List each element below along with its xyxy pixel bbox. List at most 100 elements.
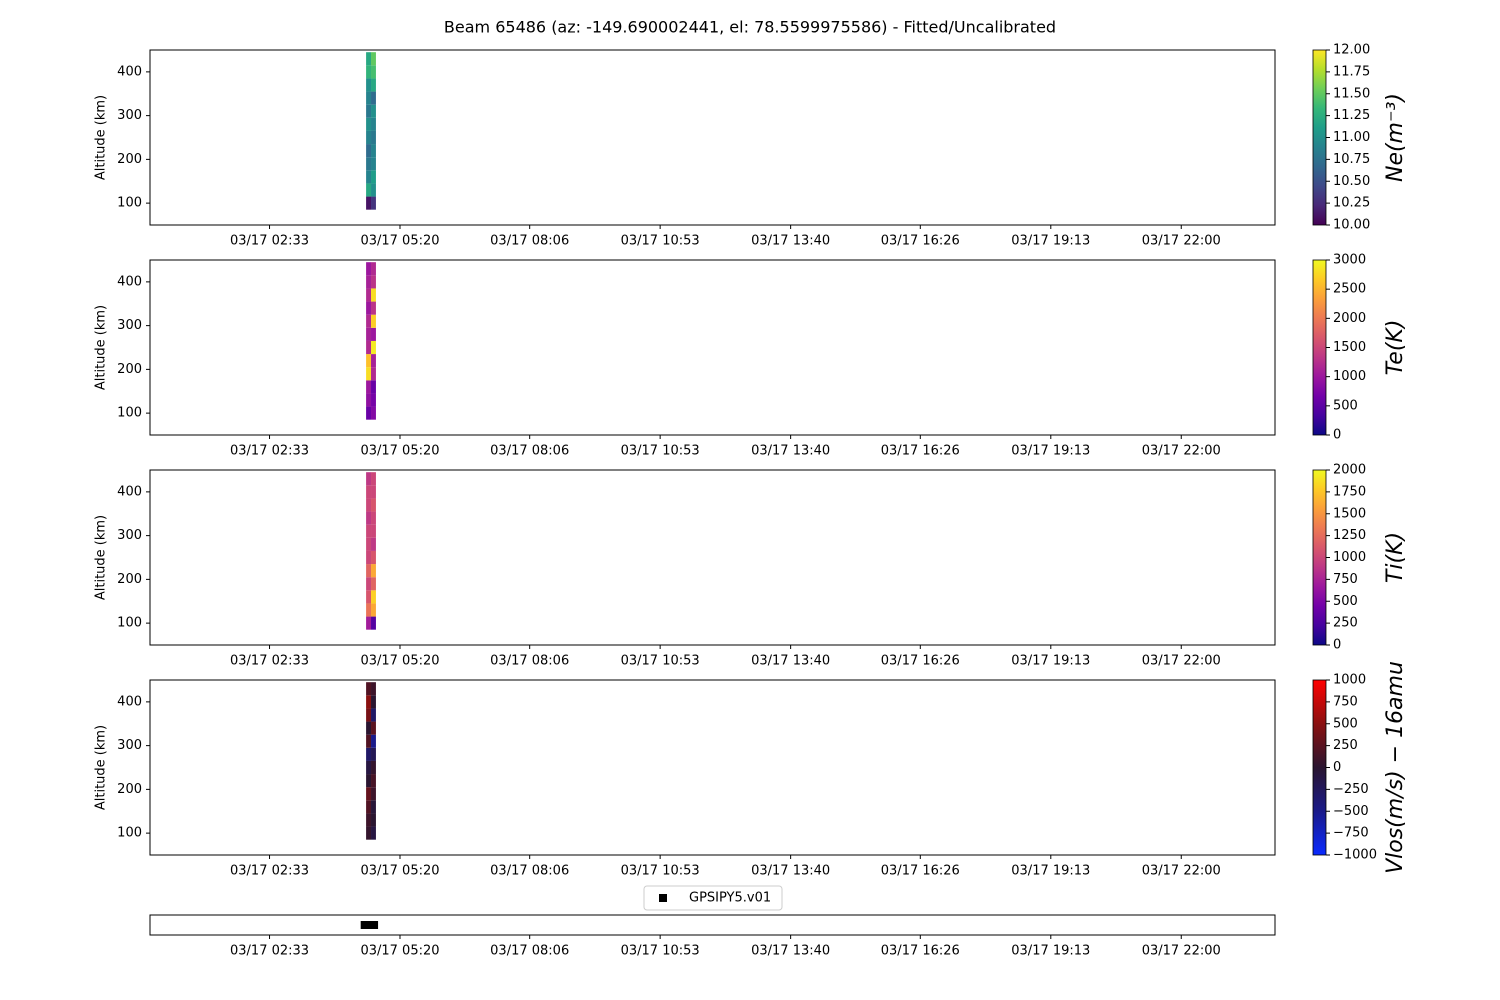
x-tick-label: 03/17 16:26 [881, 944, 960, 959]
y-tick-label: 400 [117, 694, 142, 709]
x-tick-label: 03/17 02:33 [230, 444, 309, 459]
heatmap-cell [366, 288, 372, 302]
heatmap-cell [371, 485, 376, 499]
heatmap-cell [366, 52, 372, 66]
colorbar-tick-label: 500 [1333, 716, 1358, 731]
colorbar-tick-label: 750 [1333, 694, 1358, 709]
heatmap-cell [366, 524, 372, 538]
y-tick-label: 400 [117, 274, 142, 289]
colorbar-tick-label: 10.25 [1333, 196, 1370, 211]
colorbar-tick-label: 1000 [1333, 673, 1366, 688]
heatmap-cell [366, 301, 372, 315]
legend-label: GPSIPY5.v01 [689, 891, 771, 906]
heatmap-cell [366, 367, 372, 381]
y-tick-label: 200 [117, 572, 142, 587]
heatmap-cell [366, 157, 372, 171]
heatmap-cell [371, 472, 376, 486]
x-tick-label: 03/17 13:40 [751, 944, 830, 959]
colorbar-label: Ne(m⁻³) [1383, 93, 1408, 182]
colorbar-tick-label: 500 [1333, 594, 1358, 609]
y-axis-label: Altitude (km) [94, 725, 109, 810]
y-tick-label: 300 [117, 528, 142, 543]
legend-box [643, 885, 783, 911]
y-axis-label: Altitude (km) [94, 305, 109, 390]
colorbar-tick-label: 12.00 [1333, 43, 1370, 58]
heatmap-cell [366, 564, 372, 578]
heatmap-cell [366, 275, 372, 289]
x-tick-label: 03/17 10:53 [621, 234, 700, 249]
heatmap-cell [366, 695, 372, 709]
x-tick-label: 03/17 10:53 [621, 444, 700, 459]
x-tick-label: 03/17 16:26 [881, 444, 960, 459]
heatmap-cell [366, 117, 372, 131]
heatmap-cell [371, 117, 376, 131]
x-tick-label: 03/17 22:00 [1142, 234, 1221, 249]
heatmap-cell [366, 760, 372, 775]
x-tick-label: 03/17 16:26 [881, 234, 960, 249]
x-tick-label: 03/17 10:53 [621, 944, 700, 959]
y-tick-label: 100 [117, 196, 142, 211]
colorbar-tick-label: 1000 [1333, 550, 1366, 565]
colorbar [1312, 469, 1327, 646]
heatmap-cell [366, 354, 372, 368]
x-tick-label: 03/17 05:20 [360, 944, 439, 959]
heatmap-cell [371, 130, 376, 145]
heatmap-cell [366, 130, 372, 145]
heatmap-cell [366, 800, 372, 814]
x-tick-label: 03/17 08:06 [490, 944, 569, 959]
plot-frame [149, 679, 1276, 856]
colorbar-tick-label: 1750 [1333, 484, 1366, 499]
heatmap-cell [366, 590, 372, 604]
plot-frame [149, 914, 1276, 936]
x-tick-label: 03/17 13:40 [751, 864, 830, 879]
heatmap-cell [371, 354, 376, 368]
heatmap-cell [371, 157, 376, 171]
heatmap-cell [371, 65, 376, 79]
heatmap-cell [366, 327, 372, 341]
heatmap-cell [371, 826, 376, 840]
heatmap-cell [366, 262, 372, 276]
heatmap-cell [371, 104, 376, 118]
heatmap-cell [366, 616, 372, 630]
y-tick-label: 200 [117, 152, 142, 167]
heatmap-cell [366, 577, 372, 591]
colorbar-tick-label: 250 [1333, 738, 1358, 753]
x-tick-label: 03/17 02:33 [230, 944, 309, 959]
heatmap-cell [366, 498, 372, 512]
heatmap-cell [366, 550, 372, 565]
heatmap-cell [366, 144, 372, 158]
colorbar [1312, 679, 1327, 856]
plot-frame [149, 49, 1276, 226]
heatmap-cell [371, 695, 376, 709]
x-tick-label: 03/17 22:00 [1142, 444, 1221, 459]
heatmap-cell [366, 314, 372, 328]
colorbar-tick-label: −250 [1333, 782, 1369, 797]
x-tick-label: 03/17 10:53 [621, 654, 700, 669]
plot-frame [149, 469, 1276, 646]
heatmap-cell [366, 787, 372, 801]
heatmap-cell [371, 511, 376, 525]
heatmap-cell [366, 734, 372, 748]
heatmap-cell [371, 91, 376, 105]
heatmap-cell [371, 590, 376, 604]
colorbar-tick-label: 500 [1333, 398, 1358, 413]
colorbar-tick-label: 1500 [1333, 340, 1366, 355]
y-tick-label: 100 [117, 406, 142, 421]
x-tick-label: 03/17 13:40 [751, 444, 830, 459]
heatmap-cell [371, 498, 376, 512]
colorbar-tick-label: 0 [1333, 638, 1341, 653]
heatmap-cell [371, 393, 376, 407]
colorbar-label: Vlos(m/s) − 16amu [1383, 661, 1408, 874]
heatmap-cell [371, 183, 376, 197]
heatmap-cell [366, 196, 372, 210]
colorbar-tick-label: 3000 [1333, 253, 1366, 268]
x-tick-label: 03/17 05:20 [360, 444, 439, 459]
colorbar-tick-label: 1500 [1333, 506, 1366, 521]
x-tick-label: 03/17 16:26 [881, 654, 960, 669]
x-tick-label: 03/17 22:00 [1142, 864, 1221, 879]
heatmap-cell [371, 314, 376, 328]
y-tick-label: 400 [117, 64, 142, 79]
y-tick-label: 100 [117, 616, 142, 631]
